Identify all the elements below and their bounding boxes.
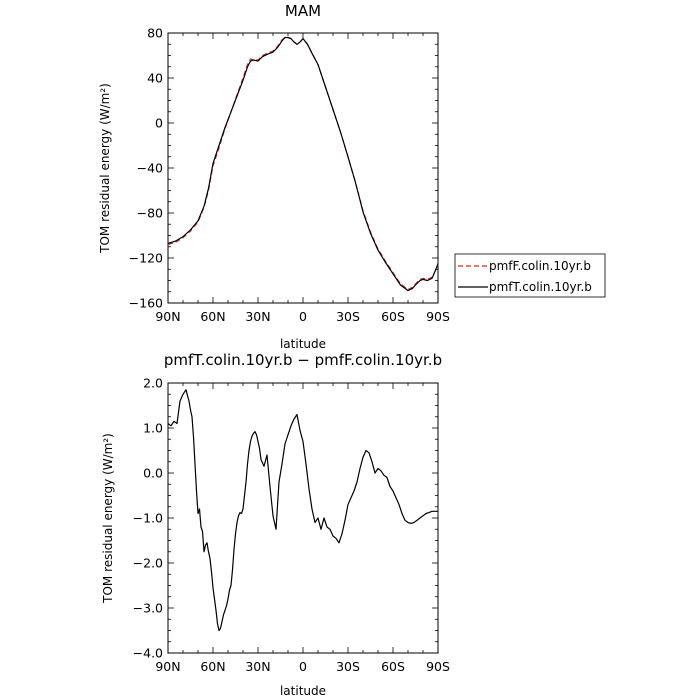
- legend-label-pmfT: pmfT.colin.10yr.b: [489, 280, 592, 294]
- top-chart-title: MAM: [285, 2, 321, 20]
- top-y-tick-label: 40: [147, 71, 163, 86]
- top-chart-panel: MAM −160 −120 −80 −40 0 40 80 90N 60N 30N 0 30S 60S…: [98, 2, 450, 351]
- bottom-x-tick-label: 90N: [155, 659, 180, 674]
- bottom-plot-frame: [167, 382, 439, 654]
- top-y-tick-label: 0: [155, 116, 163, 131]
- bottom-x-tick-label: 0: [299, 659, 307, 674]
- bottom-x-tick-label: 90S: [426, 659, 450, 674]
- top-x-tick-label: 30N: [245, 309, 270, 324]
- bottom-chart-title: pmfT.colin.10yr.b − pmfF.colin.10yr.b: [164, 351, 442, 369]
- bottom-y-tick-label: 2.0: [143, 376, 163, 391]
- bottom-x-tick-label: 60S: [381, 659, 405, 674]
- top-x-tick-label: 60S: [381, 309, 405, 324]
- bottom-y-axis-label: TOM residual energy (W/m²): [101, 433, 115, 604]
- top-y-tick-label: −120: [129, 251, 163, 266]
- bottom-x-tick-labels: 90N 60N 30N 0 30S 60S 90S: [155, 659, 450, 674]
- top-y-tick-label: −40: [137, 161, 163, 176]
- top-x-tick-label: 90S: [426, 309, 450, 324]
- top-plot-frame: [167, 32, 439, 304]
- top-x-tick-labels: 90N 60N 30N 0 30S 60S 90S: [155, 309, 450, 324]
- bottom-y-tick-label: −3.0: [133, 601, 163, 616]
- top-y-tick-label: −80: [137, 206, 163, 221]
- bottom-difference-series-line: [167, 389, 438, 632]
- bottom-x-tick-label: 30S: [336, 659, 360, 674]
- top-chart-ticks: [167, 32, 439, 304]
- top-y-tick-labels: −160 −120 −80 −40 0 40 80: [129, 26, 163, 311]
- legend-label-pmfF: pmfF.colin.10yr.b: [489, 259, 591, 273]
- bottom-chart-series: [167, 389, 438, 632]
- bottom-y-tick-label: −2.0: [133, 556, 163, 571]
- bottom-y-tick-label: 0.0: [143, 466, 163, 481]
- bottom-x-tick-label: 30N: [245, 659, 270, 674]
- top-x-tick-label: 60N: [200, 309, 225, 324]
- bottom-y-tick-labels: −4.0 −3.0 −2.0 −1.0 0.0 1.0 2.0: [133, 376, 163, 661]
- top-x-axis-label: latitude: [280, 337, 326, 351]
- bottom-x-axis-label: latitude: [280, 684, 326, 698]
- legend-box: [454, 253, 606, 298]
- bottom-chart-panel: pmfT.colin.10yr.b − pmfF.colin.10yr.b −4…: [101, 351, 450, 698]
- bottom-chart-ticks: [167, 382, 439, 654]
- bottom-y-tick-label: −4.0: [133, 646, 163, 661]
- top-y-axis-label: TOM residual energy (W/m²): [98, 83, 112, 254]
- top-y-tick-label: 80: [147, 26, 163, 41]
- pmfF-colin-10yr-b-series-line: [167, 36, 439, 291]
- bottom-y-tick-label: −1.0: [133, 511, 163, 526]
- bottom-x-tick-label: 60N: [200, 659, 225, 674]
- top-x-tick-label: 0: [299, 309, 307, 324]
- top-x-tick-label: 90N: [155, 309, 180, 324]
- top-chart-series: [167, 36, 439, 292]
- legend: pmfF.colin.10yr.b pmfT.colin.10yr.b: [454, 253, 606, 298]
- pmfT-colin-10yr-b-series-line: [167, 36, 439, 292]
- top-y-tick-label: −160: [129, 296, 163, 311]
- bottom-y-tick-label: 1.0: [143, 421, 163, 436]
- top-x-tick-label: 30S: [336, 309, 360, 324]
